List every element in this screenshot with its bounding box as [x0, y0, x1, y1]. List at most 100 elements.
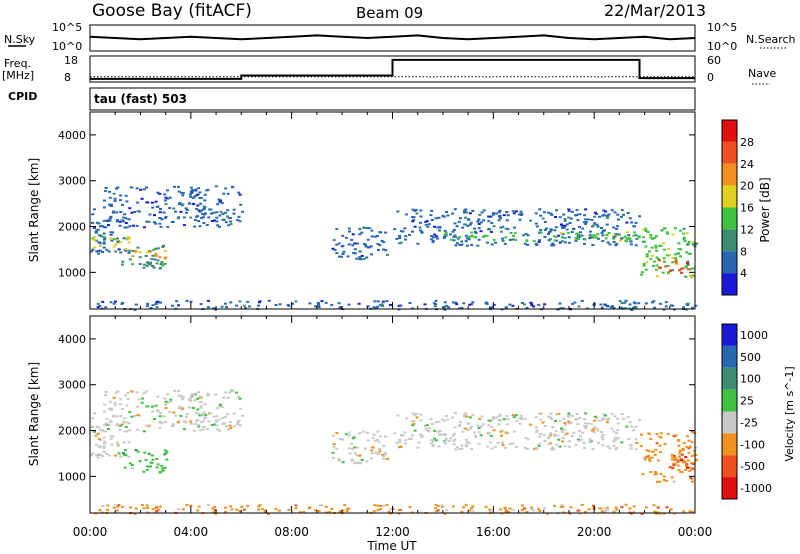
range-cell [177, 190, 181, 193]
range-cell [163, 397, 167, 400]
range-cell [104, 306, 108, 309]
range-cell [437, 420, 441, 423]
range-cell [193, 429, 197, 432]
range-cell [674, 260, 678, 263]
range-cell [584, 218, 588, 221]
range-cell [595, 427, 599, 430]
range-cell [341, 244, 345, 247]
range-cell [502, 214, 506, 217]
range-cell [302, 511, 306, 514]
range-cell [113, 401, 117, 404]
range-cell [468, 303, 472, 306]
range-cell [134, 449, 138, 451]
range-cell [199, 303, 203, 306]
range-cell [204, 416, 208, 419]
range-cell [543, 228, 547, 231]
range-cell [365, 460, 369, 463]
range-cell [680, 453, 684, 456]
range-cell [196, 408, 200, 411]
noise-left-tick-high: 10^5 [52, 21, 82, 34]
range-cell [575, 236, 579, 239]
range-cell [591, 429, 594, 432]
range-cell [561, 430, 564, 433]
range-cell [651, 450, 655, 453]
range-cell [232, 208, 236, 211]
range-cell [170, 221, 174, 223]
range-cell [453, 438, 457, 441]
range-cell [159, 208, 162, 210]
range-cell [337, 302, 341, 305]
range-cell [199, 405, 203, 408]
range-cell [341, 438, 345, 441]
range-cell [440, 504, 444, 507]
range-cell [514, 414, 518, 417]
range-cell [230, 508, 234, 511]
range-cell [629, 447, 633, 450]
range-cell [108, 196, 112, 199]
range-cell [488, 306, 492, 309]
range-cell [592, 224, 596, 227]
range-cell [443, 433, 447, 436]
range-cell [398, 234, 402, 237]
range-cell [317, 306, 321, 308]
range-cell [523, 242, 527, 245]
range-cell [474, 232, 478, 234]
range-cell [600, 231, 604, 234]
range-cell [159, 225, 163, 228]
range-cell [666, 433, 670, 436]
range-cell [187, 398, 191, 401]
range-cell [563, 423, 567, 426]
range-cell [228, 424, 232, 427]
range-cell [686, 263, 690, 266]
range-cell [464, 427, 468, 430]
range-cell [499, 230, 503, 233]
range-cell [381, 455, 385, 458]
range-cell [222, 218, 226, 221]
range-cell [337, 457, 341, 460]
range-cell [541, 421, 545, 424]
range-cell [451, 416, 455, 419]
range-cell [687, 268, 691, 271]
range-cell [351, 233, 355, 236]
range-cell [158, 192, 162, 195]
range-cell [95, 454, 99, 457]
range-cell [109, 231, 113, 234]
range-cell [126, 392, 130, 394]
range-cell [170, 425, 174, 427]
range-cell [109, 233, 113, 236]
range-cell [543, 211, 546, 214]
range-cell [118, 224, 122, 227]
range-cell [568, 222, 572, 224]
range-cell [688, 510, 692, 513]
range-cell [149, 250, 152, 253]
range-cell [547, 437, 550, 439]
range-cell [667, 271, 670, 274]
noise-sky-label: N.Sky [4, 33, 36, 46]
range-cell [659, 473, 663, 476]
range-cell [399, 445, 403, 448]
range-cell [429, 214, 433, 217]
range-cell [389, 508, 392, 510]
range-cell [584, 511, 587, 514]
range-cell [581, 431, 585, 434]
range-cell [464, 223, 468, 226]
range-cell [583, 446, 586, 449]
range-cell [370, 457, 373, 460]
range-cell [214, 512, 218, 515]
range-cell [215, 216, 219, 219]
range-cell [462, 302, 466, 305]
colorbar-tick-label: -1000 [740, 482, 772, 495]
range-cell [583, 242, 586, 245]
range-cell [476, 424, 480, 427]
range-cell [395, 441, 399, 444]
range-cell [663, 248, 666, 251]
range-cell [690, 477, 694, 480]
range-cell [558, 445, 562, 448]
range-cell [612, 240, 616, 243]
range-cell [588, 438, 592, 441]
range-cell [494, 445, 497, 448]
range-cell [497, 423, 501, 426]
range-cell [612, 440, 616, 443]
range-cell [590, 422, 594, 425]
